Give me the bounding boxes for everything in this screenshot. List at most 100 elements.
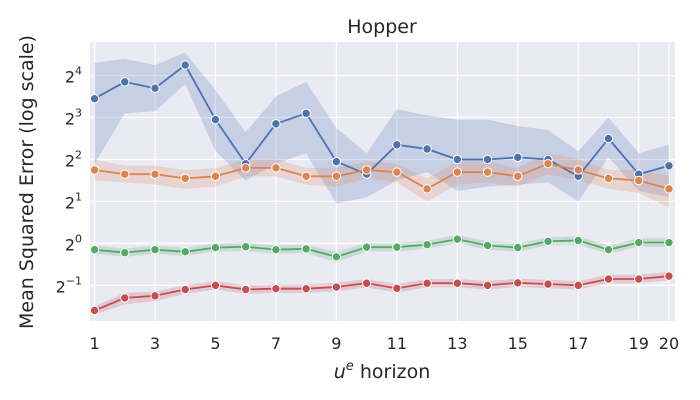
data-point <box>361 278 372 288</box>
data-point <box>210 280 221 291</box>
data-point <box>513 242 523 253</box>
data-point <box>452 278 463 288</box>
data-point <box>240 242 251 252</box>
data-point <box>603 274 614 284</box>
data-point <box>422 239 432 250</box>
data-point <box>150 244 160 255</box>
data-point <box>180 284 190 295</box>
data-point <box>482 240 493 251</box>
series-line-4 <box>94 275 670 312</box>
series-markers <box>89 60 674 316</box>
data-point <box>331 156 342 167</box>
data-point <box>392 167 402 177</box>
data-point <box>392 283 402 293</box>
data-point <box>482 154 493 165</box>
data-point <box>150 169 160 179</box>
x-tick-labels: 1 3 5 7 9 11 13 15 17 19 20 <box>89 334 679 353</box>
data-point <box>180 173 190 184</box>
x-tick-label: 5 <box>210 334 220 353</box>
chart-title: Hopper <box>347 16 417 38</box>
y-axis-label: Mean Squared Error (log scale) <box>16 35 38 329</box>
data-point <box>422 278 432 288</box>
x-tick-label: 13 <box>447 334 467 353</box>
data-point <box>301 283 311 294</box>
data-point <box>573 280 583 291</box>
data-point <box>361 165 372 175</box>
data-point <box>603 173 614 184</box>
y-tick-label: 21 <box>65 190 82 212</box>
x-tick-label: 20 <box>659 334 679 353</box>
data-point <box>392 242 402 252</box>
data-point <box>271 119 281 129</box>
series-line-1 <box>94 64 670 178</box>
data-point <box>482 280 493 291</box>
data-point <box>573 165 583 175</box>
data-point <box>301 171 311 181</box>
data-point <box>301 108 311 119</box>
data-point <box>573 235 583 246</box>
data-point <box>543 279 553 289</box>
data-point <box>664 237 674 248</box>
data-point <box>120 77 130 87</box>
y-tick-label: 2−1 <box>56 274 82 296</box>
data-point <box>150 291 160 301</box>
x-tick-label: 9 <box>331 334 341 353</box>
data-point <box>120 293 130 303</box>
x-axis-label: ue horizon <box>334 359 430 383</box>
data-point <box>89 244 100 255</box>
data-point <box>210 242 221 253</box>
data-point <box>513 171 523 181</box>
data-point <box>513 152 523 163</box>
data-point <box>210 114 221 125</box>
data-point <box>422 144 432 154</box>
data-point <box>664 161 674 171</box>
data-point <box>120 169 130 179</box>
confidence-band-1 <box>94 52 669 204</box>
series-line-3 <box>94 238 669 258</box>
data-point <box>89 305 100 316</box>
y-tick-label: 23 <box>65 107 82 129</box>
data-point <box>331 171 342 181</box>
data-point <box>89 93 100 104</box>
y-tick-label: 24 <box>65 65 82 87</box>
confidence-band-2 <box>94 153 669 208</box>
confidence-band-3 <box>94 235 669 263</box>
data-point <box>271 163 281 173</box>
data-point <box>664 184 674 194</box>
y-tick-labels: 2−1 20 21 22 23 24 <box>56 65 82 297</box>
x-tick-label: 17 <box>568 334 588 353</box>
data-point <box>634 237 644 248</box>
x-tick-label: 3 <box>150 334 160 353</box>
x-tick-label: 19 <box>629 334 649 353</box>
data-point <box>543 158 553 169</box>
data-point <box>452 154 463 165</box>
y-tick-label: 22 <box>65 148 82 170</box>
x-tick-label: 1 <box>89 334 99 353</box>
data-point <box>603 244 614 255</box>
data-point <box>240 284 251 295</box>
data-point <box>180 247 190 257</box>
data-point <box>543 236 553 246</box>
data-point <box>301 244 311 254</box>
series-lines <box>94 64 670 312</box>
data-point <box>392 140 402 150</box>
series-line-2 <box>94 162 670 190</box>
data-point <box>513 278 523 288</box>
data-point <box>150 83 160 93</box>
data-point <box>240 163 251 173</box>
data-point <box>482 167 493 177</box>
data-point <box>634 175 644 186</box>
data-point <box>422 184 432 194</box>
data-point <box>120 247 130 258</box>
data-point <box>331 252 342 262</box>
data-point <box>331 282 342 292</box>
data-point <box>271 283 281 294</box>
data-point <box>452 167 463 177</box>
data-point <box>210 171 221 181</box>
data-point <box>452 234 463 244</box>
data-point <box>361 242 372 252</box>
data-point <box>89 165 100 175</box>
data-point <box>271 244 281 255</box>
data-point <box>180 60 190 70</box>
data-point <box>603 133 614 144</box>
